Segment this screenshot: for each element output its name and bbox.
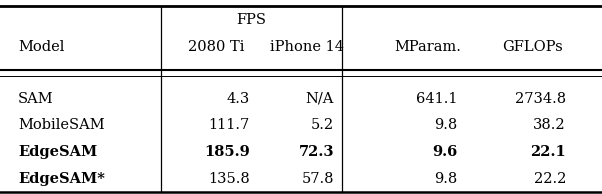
Text: EdgeSAM: EdgeSAM: [18, 145, 98, 159]
Text: 57.8: 57.8: [302, 172, 334, 186]
Text: 2734.8: 2734.8: [515, 92, 566, 106]
Text: 2080 Ti: 2080 Ti: [188, 40, 245, 54]
Text: EdgeSAM*: EdgeSAM*: [18, 172, 105, 186]
Text: MobileSAM: MobileSAM: [18, 118, 105, 132]
Text: 9.8: 9.8: [434, 172, 458, 186]
Text: Model: Model: [18, 40, 64, 54]
Text: 111.7: 111.7: [208, 118, 250, 132]
Text: SAM: SAM: [18, 92, 54, 106]
Text: MParam.: MParam.: [394, 40, 461, 54]
Text: 185.9: 185.9: [204, 145, 250, 159]
Text: 641.1: 641.1: [416, 92, 458, 106]
Text: 5.2: 5.2: [311, 118, 334, 132]
Text: 9.8: 9.8: [434, 118, 458, 132]
Text: N/A: N/A: [306, 92, 334, 106]
Text: 72.3: 72.3: [299, 145, 334, 159]
Text: 135.8: 135.8: [208, 172, 250, 186]
Text: iPhone 14: iPhone 14: [270, 40, 344, 54]
Text: GFLOPs: GFLOPs: [503, 40, 563, 54]
Text: 9.6: 9.6: [432, 145, 458, 159]
Text: 4.3: 4.3: [226, 92, 250, 106]
Text: FPS: FPS: [237, 13, 267, 27]
Text: 38.2: 38.2: [533, 118, 566, 132]
Text: 22.2: 22.2: [533, 172, 566, 186]
Text: 22.1: 22.1: [530, 145, 566, 159]
